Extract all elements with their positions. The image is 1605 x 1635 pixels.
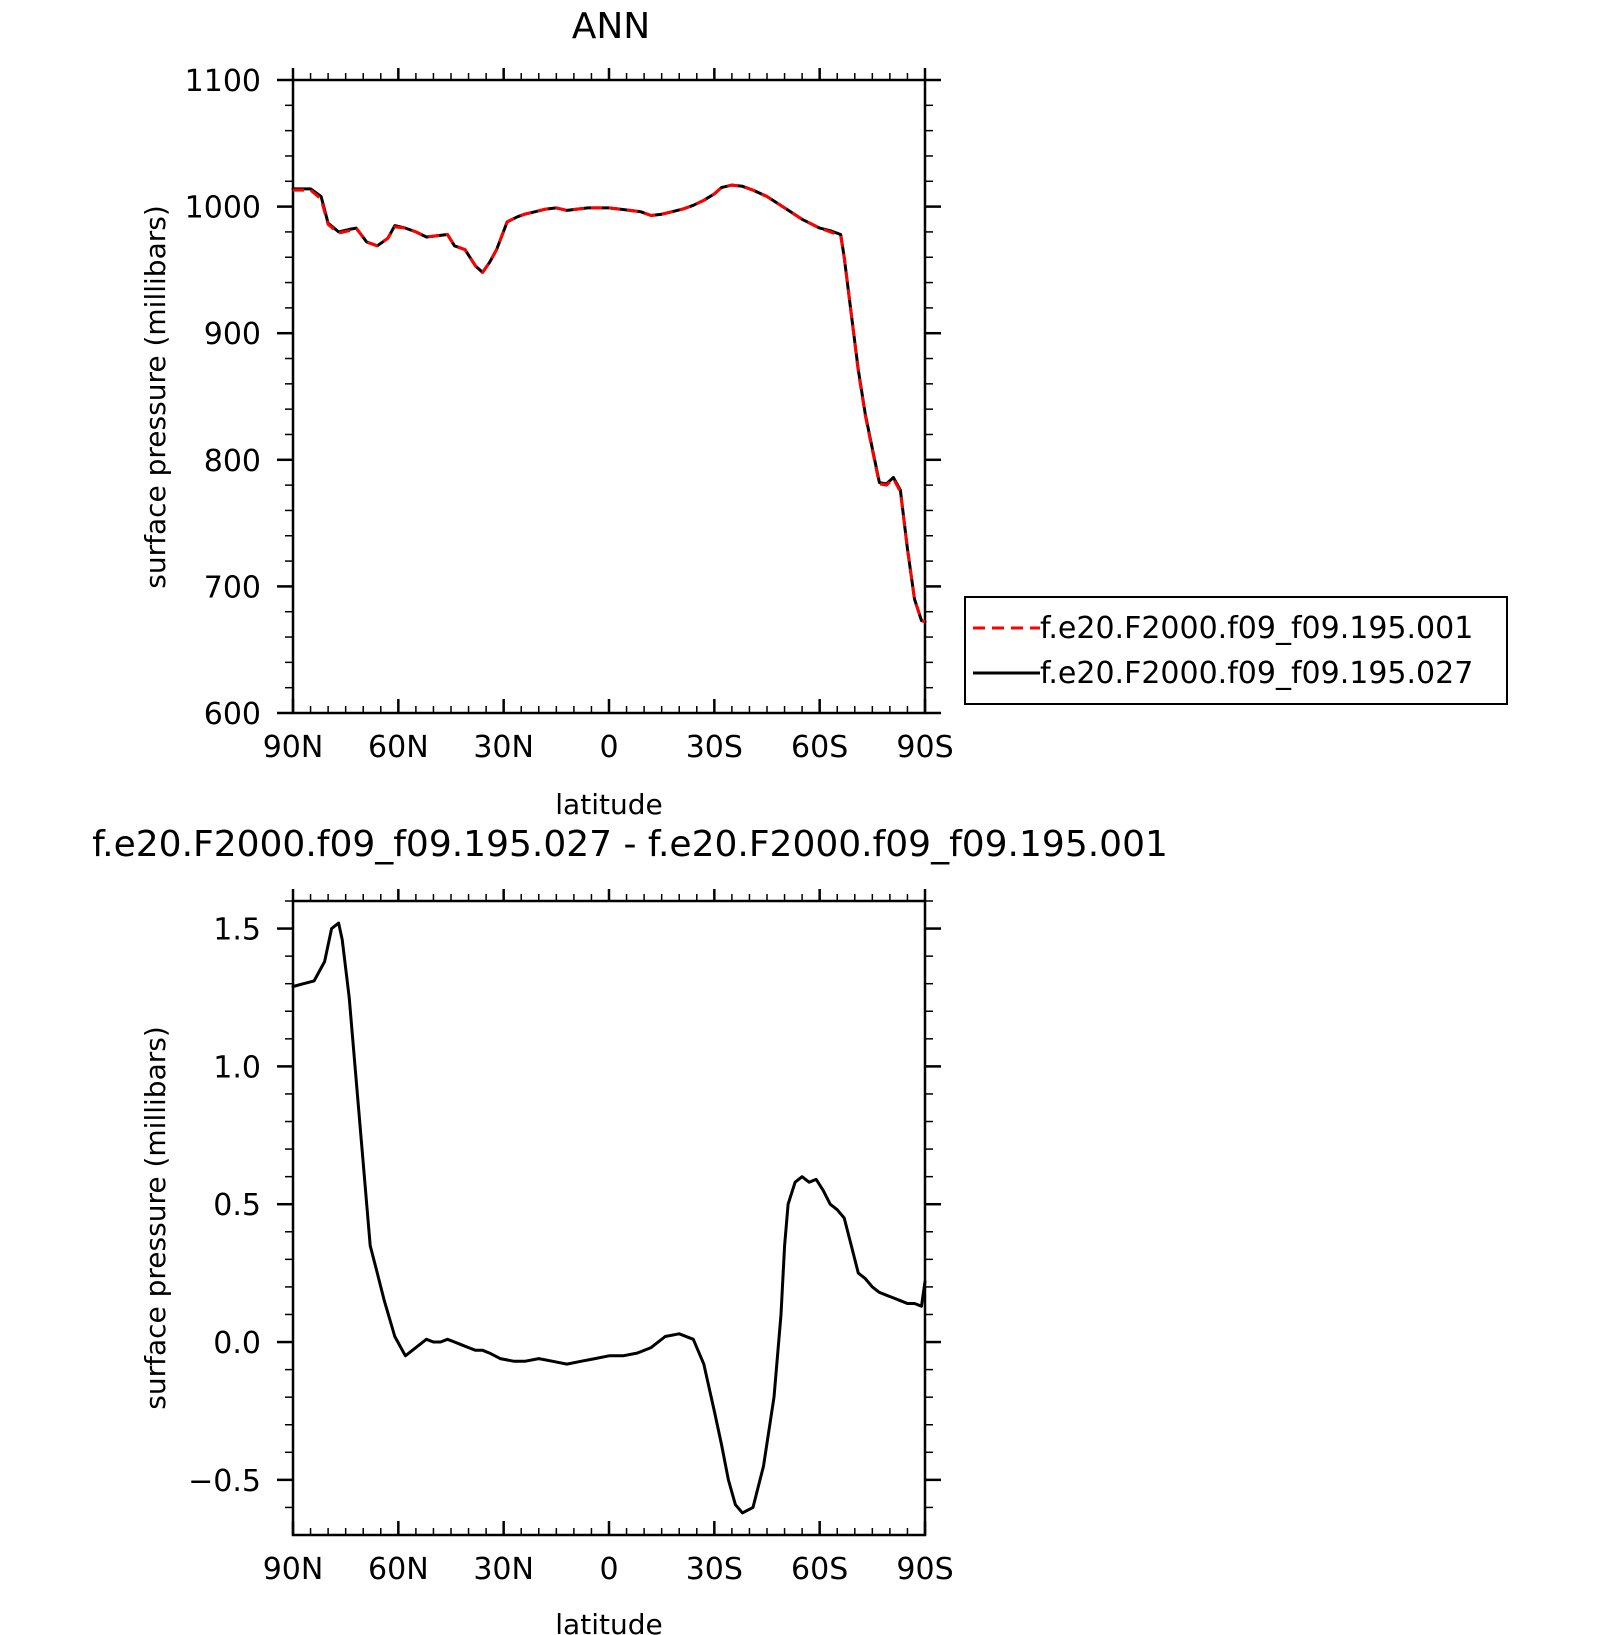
bottom-x-tick-label: 30S [686, 1552, 743, 1587]
bottom-y-tick-label: 1.0 [213, 1050, 261, 1085]
bottom-x-axis-label: latitude [555, 1608, 662, 1635]
top-x-tick-label: 30S [686, 730, 743, 765]
top-x-tick-label: 60N [368, 730, 429, 765]
bottom-chart-title: f.e20.F2000.f09_f09.195.027 - f.e20.F200… [92, 824, 1168, 865]
bottom-series-lines [291, 921, 927, 1515]
top-x-axis-label: latitude [555, 788, 662, 821]
top-y-tick-label: 700 [204, 570, 261, 605]
bottom-y-tick-label: 1.5 [213, 913, 261, 948]
bottom-plot-frame [291, 899, 927, 1537]
top-y-tick-label: 1000 [185, 191, 261, 226]
bottom-x-tick-label: 60S [791, 1552, 848, 1587]
legend: f.e20.F2000.f09_f09.195.001 f.e20.F2000.… [964, 596, 1508, 705]
top-panel: ANN 90N 60N 30N 0 30S 60S 90S 600 700 800 900 1000… [139, 6, 954, 821]
top-chart-title: ANN [572, 6, 651, 47]
top-series-line-1 [293, 183, 926, 624]
bottom-minor-ticks [285, 894, 933, 1535]
bottom-panel: f.e20.F2000.f09_f09.195.027 - f.e20.F200… [92, 824, 1168, 1635]
top-x-ticks: 90N 60N 30N 0 30S 60S 90S [263, 68, 954, 765]
top-x-tick-label: 0 [599, 730, 618, 765]
legend-label-027: f.e20.F2000.f09_f09.195.027 [1040, 656, 1473, 691]
top-y-tick-label: 800 [204, 444, 261, 479]
bottom-series-line-1 [291, 921, 927, 1515]
bottom-x-tick-label: 90N [263, 1552, 324, 1587]
legend-box [964, 596, 1508, 705]
bottom-y-tick-label: −0.5 [188, 1464, 261, 1499]
top-x-tick-label: 90N [263, 730, 324, 765]
top-x-tick-label: 30N [473, 730, 534, 765]
top-x-tick-label: 60S [791, 730, 848, 765]
top-series-lines [291, 183, 927, 624]
top-plot-frame [291, 78, 927, 715]
bottom-y-axis-label: surface pressure (millibars) [139, 1026, 172, 1410]
top-x-tick-label: 90S [896, 730, 953, 765]
top-series-line-2 [291, 183, 927, 624]
top-y-tick-label: 900 [204, 317, 261, 352]
bottom-y-tick-label: 0.5 [213, 1188, 261, 1223]
top-y-tick-label: 1100 [185, 64, 261, 99]
top-y-ticks: 600 700 800 900 1000 1100 [185, 64, 941, 732]
bottom-y-ticks: −0.5 0.0 0.5 1.0 1.5 [188, 913, 941, 1499]
top-y-tick-label: 600 [204, 697, 261, 732]
bottom-x-tick-label: 0 [599, 1552, 618, 1587]
bottom-y-tick-label: 0.0 [213, 1326, 261, 1361]
bottom-x-ticks: 90N 60N 30N 0 30S 60S 90S [263, 889, 954, 1587]
bottom-x-tick-label: 90S [896, 1552, 953, 1587]
legend-label-001: f.e20.F2000.f09_f09.195.001 [1040, 611, 1473, 646]
bottom-x-tick-label: 60N [368, 1552, 429, 1587]
top-minor-ticks [285, 73, 933, 713]
bottom-x-tick-label: 30N [473, 1552, 534, 1587]
top-y-axis-label: surface pressure (millibars) [139, 205, 172, 589]
